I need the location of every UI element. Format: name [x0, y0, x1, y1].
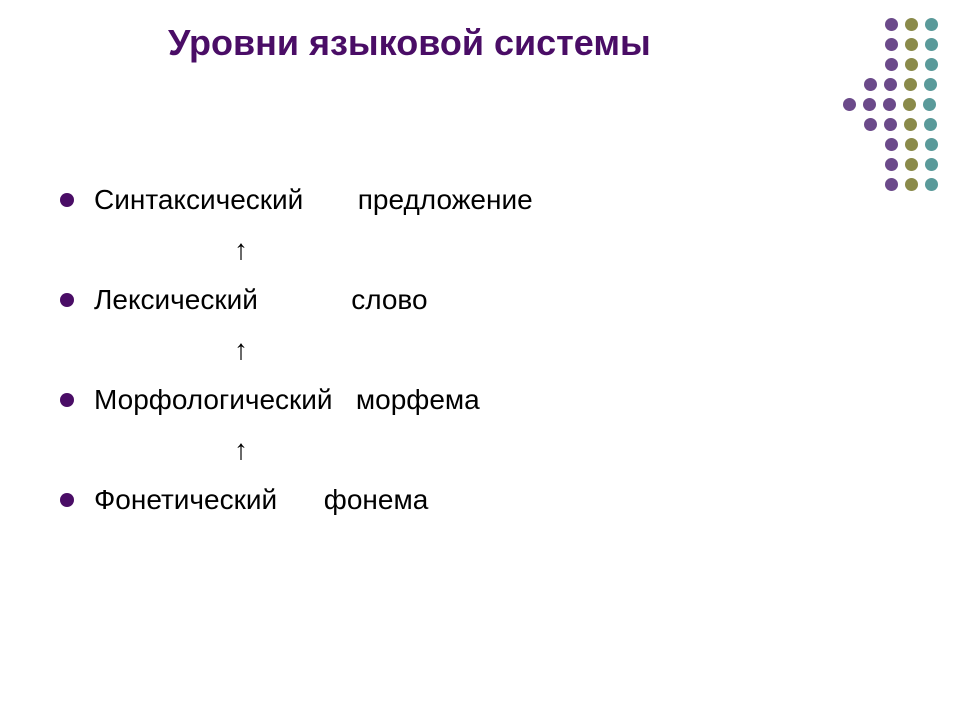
decoration-dot [905, 158, 918, 171]
level-line: Фонетический фонема [60, 480, 900, 520]
decoration-dot [904, 78, 917, 91]
corner-decoration [843, 18, 938, 198]
up-arrow: ↑ [234, 330, 900, 370]
decoration-dot [885, 138, 898, 151]
decoration-dot [925, 58, 938, 71]
decoration-dot [885, 18, 898, 31]
dot-row [864, 78, 938, 91]
decoration-dot [843, 98, 856, 111]
decoration-dot [905, 18, 918, 31]
decoration-dot [885, 158, 898, 171]
dot-row [885, 138, 938, 151]
decoration-dot [905, 58, 918, 71]
decoration-dot [884, 78, 897, 91]
dot-row [864, 118, 938, 131]
decoration-dot [903, 98, 916, 111]
decoration-dot [884, 118, 897, 131]
decoration-dot [904, 118, 917, 131]
decoration-dot [864, 78, 877, 91]
decoration-dot [924, 78, 937, 91]
decoration-dot [905, 38, 918, 51]
dot-row [885, 38, 938, 51]
decoration-dot [905, 178, 918, 191]
decoration-dot [925, 38, 938, 51]
decoration-dot [863, 98, 876, 111]
level-line: Морфологический морфема [60, 380, 900, 420]
decoration-dot [924, 118, 937, 131]
decoration-dot [883, 98, 896, 111]
level-text: Фонетический фонема [94, 484, 428, 516]
decoration-dot [925, 138, 938, 151]
up-arrow: ↑ [234, 430, 900, 470]
decoration-dot [925, 18, 938, 31]
slide-content: Синтаксический предложение ↑ Лексический с… [60, 180, 900, 530]
decoration-dot [925, 178, 938, 191]
decoration-dot [925, 158, 938, 171]
decoration-dot [905, 138, 918, 151]
dot-row [843, 98, 938, 111]
up-arrow: ↑ [234, 230, 900, 270]
bullet-icon [60, 493, 74, 507]
level-line: Лексический слово [60, 280, 900, 320]
level-line: Синтаксический предложение [60, 180, 900, 220]
level-text: Лексический слово [94, 284, 428, 316]
decoration-dot [864, 118, 877, 131]
decoration-dot [885, 58, 898, 71]
bullet-icon [60, 193, 74, 207]
decoration-dot [885, 38, 898, 51]
dot-row [885, 58, 938, 71]
decoration-dot [923, 98, 936, 111]
dot-row [885, 18, 938, 31]
level-text: Синтаксический предложение [94, 184, 533, 216]
bullet-icon [60, 393, 74, 407]
level-text: Морфологический морфема [94, 384, 480, 416]
dot-row [885, 158, 938, 171]
bullet-icon [60, 293, 74, 307]
slide-title: Уровни языковой системы [168, 22, 651, 64]
